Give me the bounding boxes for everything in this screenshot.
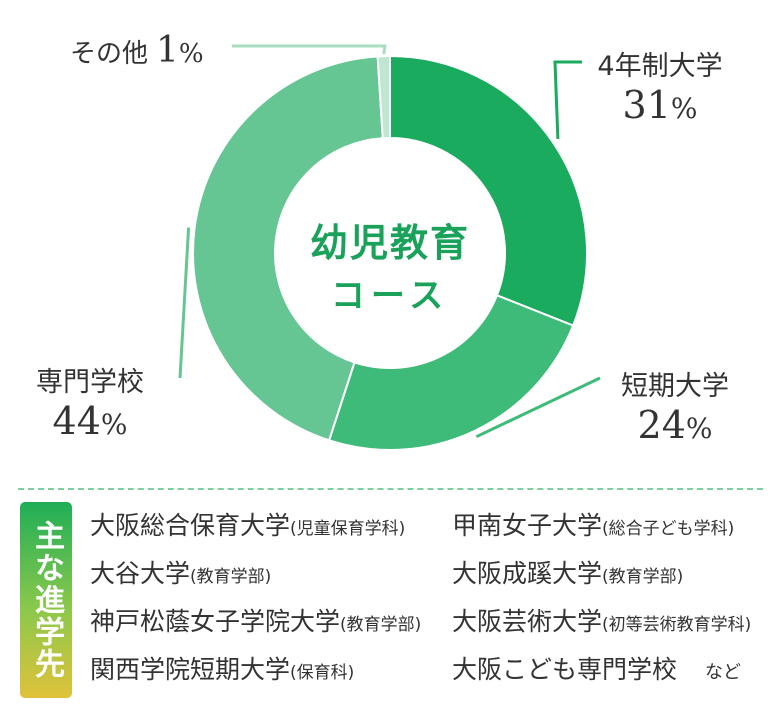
list-item: 甲南女子大学(総合子ども学科) <box>452 511 735 540</box>
etc-suffix: など <box>705 662 742 683</box>
destinations-list: 大阪総合保育大学(児童保育学科) 甲南女子大学(総合子ども学科) 大谷大学(教育… <box>90 506 770 698</box>
dashed-divider <box>18 488 763 490</box>
pct-unit: % <box>178 39 204 69</box>
label-4year-university: 4年制大学 31% <box>560 44 760 127</box>
leader-line-junior-college <box>475 376 601 439</box>
center-title-line1: 幼児教育 <box>309 221 470 265</box>
donut-chart-svg <box>178 44 601 451</box>
slice-value: 31 <box>622 83 671 127</box>
list-item: 大阪成蹊大学(教育学部) <box>452 559 684 588</box>
slice-value: 24 <box>637 403 686 447</box>
slice-label: 専門学校 <box>36 367 144 398</box>
leader-line-4year <box>553 60 582 139</box>
list-item: 神戸松蔭女子学院大学(教育学部) <box>90 607 422 636</box>
list-item: 大阪総合保育大学(児童保育学科) <box>90 511 406 540</box>
donut-slice-3 <box>376 54 391 140</box>
list-item: 大阪芸術大学(初等芸術教育学科) <box>452 607 752 636</box>
list-item: 大阪こども専門学校 など <box>452 655 742 684</box>
list-item: 関西学院短期大学(保育科) <box>90 655 355 684</box>
leader-line-vocational <box>178 227 191 379</box>
donut-slice-0 <box>389 54 588 327</box>
slice-value: 44 <box>52 399 101 443</box>
main-destinations-badge: 主な進学先 <box>20 502 72 698</box>
slice-label: 4年制大学 <box>597 51 723 82</box>
center-title-line2: コース <box>330 276 450 316</box>
donut-slice-1 <box>327 294 575 451</box>
leader-line-other <box>232 44 387 55</box>
label-vocational-school: 専門学校 44% <box>0 360 180 443</box>
pct-unit: % <box>670 92 698 125</box>
pct-unit: % <box>100 408 128 441</box>
slice-label: その他 <box>70 39 149 69</box>
pct-unit: % <box>685 412 713 445</box>
donut-chart: 幼児教育 コース 4年制大学 31% 短期大学 24% 専門学校 44% その他… <box>0 30 770 451</box>
label-junior-college: 短期大学 24% <box>580 364 770 447</box>
list-item: 大谷大学(教育学部) <box>90 559 272 588</box>
slice-value: 1 <box>156 30 179 71</box>
donut-slice-2 <box>192 55 384 442</box>
label-other: その他 1% <box>70 30 204 71</box>
slice-label: 短期大学 <box>621 371 729 402</box>
